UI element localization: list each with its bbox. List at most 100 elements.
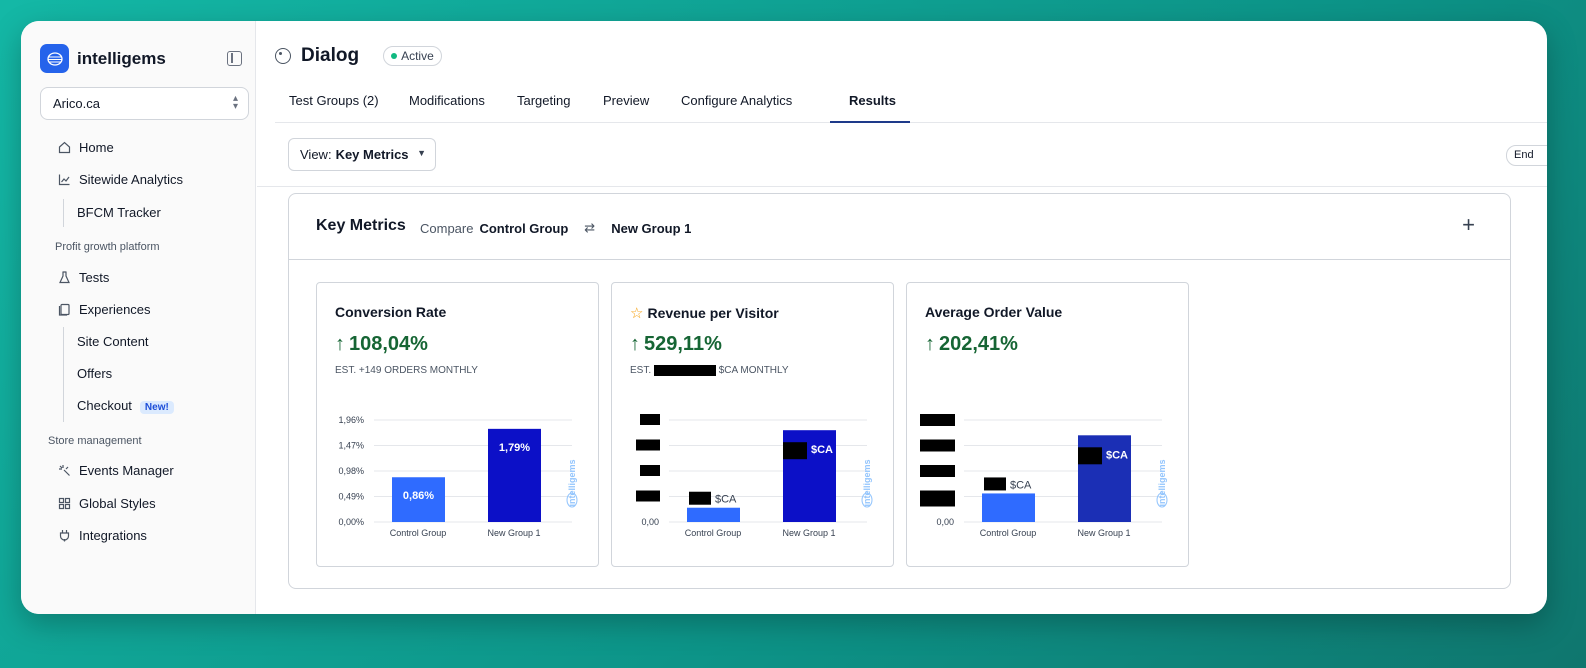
tab-modifications[interactable]: Modifications <box>409 93 485 108</box>
redacted-value <box>689 491 711 505</box>
metric-card-average-order-value: Average Order Value ↑ 202,41% 0,00 $CA Cont… <box>906 282 1189 567</box>
sidebar-item-bfcm-tracker[interactable]: BFCM Tracker <box>77 205 161 220</box>
conversion-rate-chart: 0,00% 0,49% 0,98% 1,47% 1,96% 0,86% Control Gr… <box>338 415 578 538</box>
status-badge: Active <box>383 46 442 66</box>
tab-test-groups[interactable]: Test Groups (2) <box>289 93 379 108</box>
palette-icon <box>275 48 291 64</box>
app-window: intelligems Arico.ca ▴ ▾ Home Sitewide An… <box>21 21 1547 614</box>
x-tick-label: New Group 1 <box>1077 528 1130 538</box>
view-select[interactable]: View: Key Metrics ▼ <box>288 138 436 171</box>
sidebar-item-offers[interactable]: Offers <box>77 366 113 381</box>
star-icon[interactable]: ☆ <box>630 305 644 322</box>
sidebar-item-label: Events Manager <box>79 463 174 478</box>
x-tick-label: Control Group <box>390 528 447 538</box>
layers-icon <box>57 303 71 317</box>
sidebar-item-label: Checkout <box>77 398 132 413</box>
watermark-logo-icon <box>1156 492 1168 508</box>
compare-selector: Compare Control Group ⇄ New Group 1 <box>420 220 691 236</box>
card-title: Average Order Value <box>925 304 1063 320</box>
page-header: Dialog Active <box>275 45 442 67</box>
collapse-sidebar-icon[interactable] <box>227 51 242 66</box>
watermark-text: intelligems <box>567 459 577 506</box>
y-tick-label: 0,00 <box>641 517 659 527</box>
tab-configure-analytics[interactable]: Configure Analytics <box>681 93 793 108</box>
redacted-block <box>653 365 716 376</box>
metric-card-revenue-per-visitor: ☆ Revenue per Visitor ↑ 529,11% EST. $CA … <box>611 282 894 567</box>
watermark-logo-icon <box>566 492 578 508</box>
sidebar-item-label: Experiences <box>79 302 151 317</box>
x-tick-label: New Group 1 <box>782 528 835 538</box>
y-tick-label: 1,47% <box>338 441 364 451</box>
redacted-tick-label <box>920 439 955 452</box>
end-test-button[interactable]: End <box>1506 145 1547 166</box>
sidebar-item-events-manager[interactable]: Events Manager <box>57 463 174 478</box>
status-dot-icon <box>391 53 398 59</box>
brand-name: intelligems <box>77 48 166 68</box>
bar-value-label: $CA <box>715 494 737 506</box>
tab-preview[interactable]: Preview <box>603 93 650 108</box>
arrow-up-icon: ↑ <box>630 333 640 355</box>
main-content: Dialog Active Test Groups (2) Modificati… <box>257 21 1547 614</box>
card-subtext: EST. $CA MONTHLY <box>630 365 789 376</box>
sidebar-item-sitewide-analytics[interactable]: Sitewide Analytics <box>57 172 183 187</box>
sidebar-item-label: Tests <box>79 270 110 285</box>
average-order-value-chart: 0,00 $CA Control Group $CA New Group 1 intell… <box>920 414 1168 538</box>
tab-targeting[interactable]: Targeting <box>517 93 571 108</box>
card-title: Conversion Rate <box>335 304 447 320</box>
sidebar-item-label: Global Styles <box>79 496 156 511</box>
brand[interactable]: intelligems <box>40 44 166 73</box>
sidebar-item-label: Home <box>79 140 114 155</box>
toolbar: View: Key Metrics ▼ End <box>257 124 1547 187</box>
sidebar-item-tests[interactable]: Tests <box>57 270 109 285</box>
redacted-value <box>783 442 807 460</box>
flask-icon <box>57 271 71 285</box>
swap-icon[interactable]: ⇄ <box>584 220 596 235</box>
tab-results[interactable]: Results <box>849 93 896 108</box>
sidebar-item-home[interactable]: Home <box>57 140 114 155</box>
sidebar-item-site-content[interactable]: Site Content <box>77 334 149 349</box>
redacted-tick-label <box>920 465 955 477</box>
sidebar-item-experiences[interactable]: Experiences <box>57 302 151 317</box>
card-value: ↑ 108,04% <box>335 333 428 356</box>
watermark-text: intelligems <box>862 459 872 506</box>
sidebar-item-integrations[interactable]: Integrations <box>57 528 147 543</box>
bar-control-group <box>687 507 740 522</box>
new-badge: New! <box>139 401 174 414</box>
section-label-profit: Profit growth platform <box>55 241 160 253</box>
sub-nav-line <box>63 327 64 422</box>
redacted-tick-label <box>920 490 955 507</box>
compare-group-a[interactable]: Control Group <box>479 220 569 236</box>
add-metric-icon[interactable]: + <box>1462 212 1475 237</box>
bar-new-group-1 <box>488 428 541 522</box>
sidebar-item-checkout[interactable]: Checkout New! <box>77 398 174 414</box>
bar-value-label: 1,79% <box>499 442 530 454</box>
plug-icon <box>57 529 71 543</box>
redacted-tick-label <box>636 490 660 502</box>
card-title-text: Revenue per Visitor <box>647 305 779 321</box>
y-tick-label: 0,00 <box>936 517 954 527</box>
x-tick-label: New Group 1 <box>487 528 540 538</box>
sparkle-icon <box>57 464 71 478</box>
redacted-value <box>984 477 1006 491</box>
redacted-tick-label <box>640 465 660 476</box>
redacted-tick-label <box>636 439 660 451</box>
y-tick-label: 0,98% <box>338 466 364 476</box>
sidebar-item-label: Sitewide Analytics <box>79 172 184 187</box>
bar-value-label: $CA <box>1010 479 1032 491</box>
card-value: ↑ 529,11% <box>630 333 722 356</box>
arrow-up-icon: ↑ <box>925 333 935 355</box>
arrow-up-icon: ↑ <box>335 333 345 355</box>
active-tab-indicator <box>830 121 910 123</box>
section-label-store: Store management <box>48 435 142 447</box>
sub-nav-line <box>63 199 64 227</box>
redacted-tick-label <box>640 414 660 425</box>
watermark-text: intelligems <box>1157 459 1167 506</box>
y-tick-label: 0,49% <box>338 492 364 502</box>
card-subtext: EST. +149 ORDERS MONTHLY <box>335 365 478 376</box>
watermark-logo-icon <box>861 492 873 508</box>
compare-group-b[interactable]: New Group 1 <box>611 220 692 236</box>
sidebar-item-global-styles[interactable]: Global Styles <box>57 496 156 511</box>
grid-icon <box>57 497 71 511</box>
bar-value-label: 0,86% <box>403 490 434 502</box>
store-select[interactable]: Arico.ca ▴ ▾ <box>40 87 249 120</box>
